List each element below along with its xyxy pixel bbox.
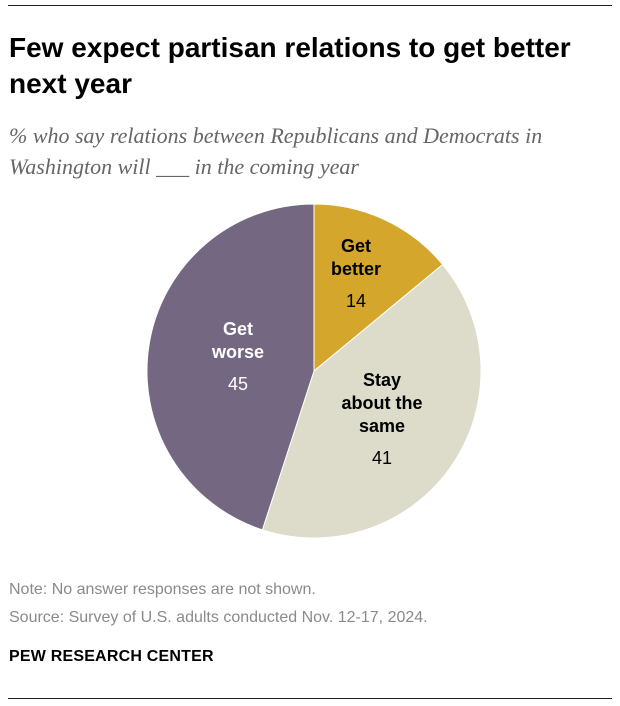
slice-label: Get: [223, 319, 253, 339]
slice-label: same: [359, 416, 405, 436]
chart-source: Source: Survey of U.S. adults conducted …: [9, 609, 428, 626]
slice-value-label: 14: [346, 291, 366, 311]
slice-label: better: [331, 259, 381, 279]
chart-subtitle: % who say relations between Republicans …: [9, 123, 543, 179]
bottom-rule: [8, 698, 612, 699]
top-rule: [8, 5, 612, 6]
pie-slice-get-worse: [146, 203, 315, 531]
chart-title: Few expect partisan relations to get bet…: [9, 32, 571, 99]
pie-slice-get-better: [313, 203, 444, 373]
slice-value-label: 45: [228, 374, 248, 394]
pie-chart: Get better 14 Stay about the same 41 Get worse 45: [146, 203, 482, 539]
slice-label: Get: [341, 236, 371, 256]
pie-slice-stay-about-the-same: [261, 263, 482, 539]
slice-label: worse: [211, 342, 264, 362]
pew-research-center-logo: PEW RESEARCH CENTER: [9, 648, 214, 665]
slice-label: about the: [342, 393, 423, 413]
slice-label: Stay: [363, 370, 401, 390]
chart-note: Note: No answer responses are not shown.: [9, 581, 316, 598]
slice-value-label: 41: [372, 448, 392, 468]
